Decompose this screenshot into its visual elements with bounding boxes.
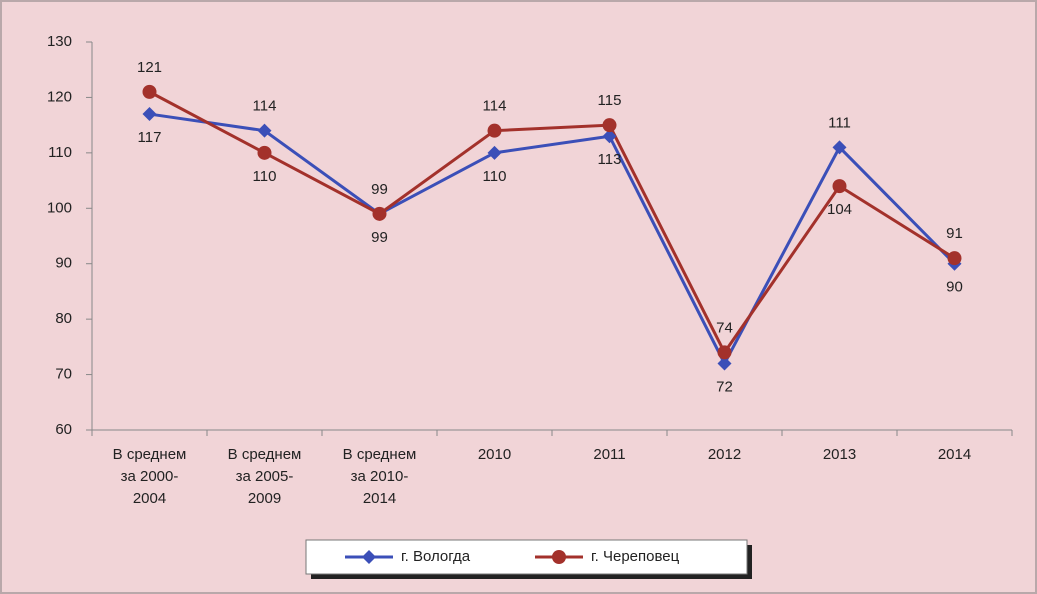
legend-marker [552,550,566,564]
y-tick-label: 110 [48,144,72,161]
x-tick-label-box: 2010 [477,446,512,463]
series-line [149,112,956,367]
x-tick-label: 2010 [477,446,512,463]
data-point [717,356,732,371]
data-label: 111 [828,114,851,131]
data-label: 104 [827,201,852,218]
data-label: 99 [371,181,388,198]
x-tick-label: В среднем за 2005-2009 [227,446,302,507]
data-point [947,251,962,266]
data-point [372,206,387,221]
x-tick-label: 2011 [593,446,626,463]
x-tick-label-box: В среднем за 2000-2004 [112,446,187,507]
legend-label: г. Череповец [591,548,680,565]
x-tick-label: В среднем за 2000-2004 [112,446,187,507]
x-tick-label-box: 2012 [707,446,742,463]
data-label: 110 [483,168,507,185]
data-point [257,145,272,160]
data-label: 99 [371,229,388,246]
x-tick-label: 2012 [707,446,742,463]
legend-label: г. Вологда [401,548,471,565]
data-point [832,179,847,194]
data-point [487,145,502,160]
y-tick-label: 130 [47,33,72,50]
data-point [257,123,272,138]
x-tick-label: 2013 [822,446,857,463]
y-tick-label: 70 [55,366,72,383]
data-label: 90 [946,279,963,296]
data-point [832,140,847,155]
data-point [602,129,617,144]
data-point [142,84,157,99]
x-tick-label: 2014 [937,446,972,463]
data-point [602,118,617,133]
x-tick-label-box: 2014 [937,446,972,463]
y-tick-label: 90 [55,255,72,272]
x-tick-label: В среднем за 2010-2014 [342,446,417,507]
data-label: 114 [483,98,507,115]
data-label: 115 [598,92,622,109]
y-tick-label: 80 [55,310,72,327]
x-tick-label-box: 2011 [593,446,626,463]
data-label: 117 [138,129,162,146]
data-label: 114 [253,98,277,115]
x-tick-label-box: В среднем за 2010-2014 [342,446,417,507]
data-label: 110 [253,168,277,185]
data-label: 91 [946,225,963,242]
series-line [148,90,956,356]
y-tick-label: 100 [47,199,72,216]
y-tick-label: 120 [47,88,72,105]
data-point [717,345,732,360]
x-tick-label-box: В среднем за 2005-2009 [227,446,302,507]
data-point [142,107,157,122]
y-tick-label: 60 [55,421,72,438]
data-label: 121 [137,59,162,76]
legend-marker [362,550,376,564]
data-label: 72 [716,378,733,395]
data-label: 113 [598,151,622,168]
data-label: 74 [716,319,733,336]
data-point [487,123,502,138]
x-tick-label-box: 2013 [822,446,857,463]
